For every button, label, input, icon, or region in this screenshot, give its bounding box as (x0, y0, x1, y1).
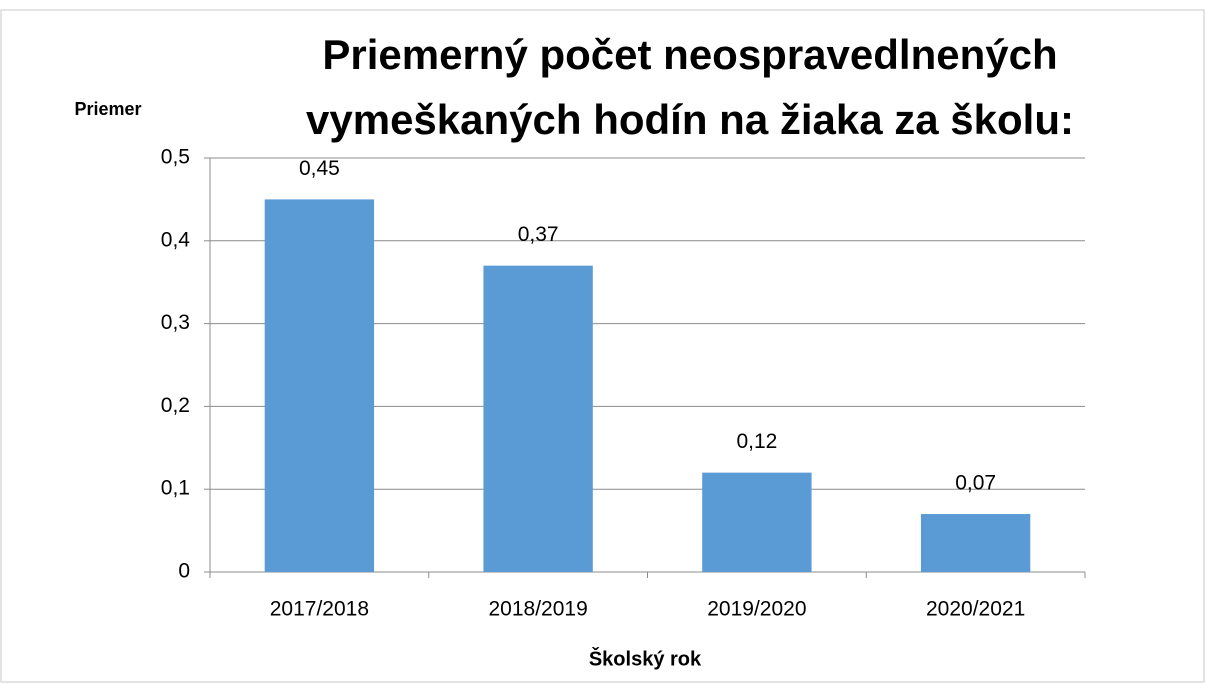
y-axis-label: Priemer (74, 99, 141, 119)
x-tick-label: 2017/2018 (270, 598, 369, 621)
y-tick-label: 0,1 (161, 477, 190, 500)
chart-title: Priemerný počet neospravedlnených (322, 31, 1057, 78)
data-label: 0,37 (518, 223, 559, 246)
x-tick-label: 2019/2020 (707, 598, 806, 621)
x-tick-label: 2018/2019 (488, 598, 587, 621)
bar (920, 514, 1031, 572)
x-tick-label: 2020/2021 (926, 598, 1025, 621)
y-tick-label: 0 (178, 560, 190, 583)
y-tick-label: 0,2 (161, 394, 190, 417)
y-tick-label: 0,3 (161, 311, 190, 334)
bar (264, 199, 375, 572)
data-label: 0,07 (955, 472, 996, 495)
data-label: 0,45 (299, 157, 340, 180)
chart-title: vymeškaných hodín na žiaka za školu: (306, 96, 1074, 143)
x-axis-label: Školský rok (589, 646, 702, 670)
data-label: 0,12 (736, 430, 777, 453)
bar (483, 265, 593, 572)
y-tick-label: 0,5 (161, 146, 190, 169)
y-tick-label: 0,4 (161, 228, 191, 251)
bar (702, 472, 812, 572)
